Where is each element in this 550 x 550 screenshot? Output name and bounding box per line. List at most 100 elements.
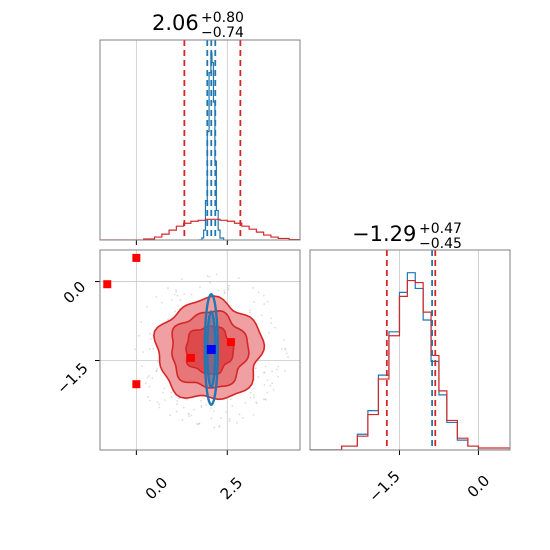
scatter-point-69 xyxy=(266,300,269,303)
scatter-point-184 xyxy=(197,423,200,426)
scatter-point-133 xyxy=(152,348,155,350)
scatter-point-141 xyxy=(167,287,169,289)
scatter-point-100 xyxy=(241,416,244,419)
scatter-point-11 xyxy=(249,309,251,312)
scatter-point-41 xyxy=(263,303,266,305)
scatter-point-162 xyxy=(271,370,273,373)
scatter-point-96 xyxy=(227,284,230,287)
scatter-point-143 xyxy=(275,368,278,371)
scatter-point-0 xyxy=(284,349,287,351)
scatter-point-201 xyxy=(149,399,151,402)
scatter-point-127 xyxy=(215,273,218,276)
scatter-point-241 xyxy=(223,291,226,294)
y-tick-label-bl-0: 0.0 xyxy=(60,278,90,308)
scatter-point-79 xyxy=(170,299,173,301)
scatter-point-172 xyxy=(267,331,270,334)
scatter-point-251 xyxy=(151,377,154,379)
scatter-point-29 xyxy=(174,310,176,313)
scatter-point-87 xyxy=(148,348,151,350)
scatter-point-34 xyxy=(170,391,173,394)
scatter-point-181 xyxy=(257,376,260,378)
red-square-point-0 xyxy=(103,280,112,289)
scatter-point-134 xyxy=(146,376,149,379)
title-bottom-right-main: −1.29 xyxy=(352,222,416,246)
panel-top-left: 2.06 +0.80 −0.74 xyxy=(99,10,301,245)
scatter-point-3 xyxy=(175,288,178,291)
scatter-point-179 xyxy=(225,411,227,413)
scatter-point-130 xyxy=(277,365,280,368)
scatter-point-246 xyxy=(187,415,190,418)
scatter-point-7 xyxy=(161,301,163,304)
scatter-point-122 xyxy=(156,367,159,370)
scatter-point-117 xyxy=(252,286,255,289)
x-tick-label-br-0: −1.5 xyxy=(365,467,403,505)
scatter-point-173 xyxy=(217,289,220,292)
blue-contour-level-0 xyxy=(203,293,220,406)
scatter-point-221 xyxy=(210,417,213,420)
scatter-point-47 xyxy=(257,291,260,294)
histogram-red-bottom-right-1 xyxy=(310,279,510,450)
scatter-point-63 xyxy=(148,375,150,377)
scatter-point-114 xyxy=(167,318,170,321)
scatter-point-213 xyxy=(280,348,283,351)
scatter-point-116 xyxy=(236,421,238,424)
x-tick-label-bl-1: 2.5 xyxy=(217,474,247,504)
scatter-point-104 xyxy=(195,422,198,425)
scatter-point-160 xyxy=(181,419,184,421)
scatter-point-119 xyxy=(223,289,226,292)
scatter-point-4 xyxy=(210,407,212,410)
scatter-point-14 xyxy=(272,388,275,391)
scatter-point-167 xyxy=(175,290,178,293)
scatter-point-73 xyxy=(285,352,288,355)
scatter-point-187 xyxy=(262,294,265,297)
scatter-point-205 xyxy=(270,322,273,325)
scatter-point-199 xyxy=(200,404,203,407)
marks-bottom-left xyxy=(103,253,289,429)
scatter-point-9 xyxy=(186,398,189,401)
scatter-point-66 xyxy=(274,326,277,329)
title-top-left-main: 2.06 xyxy=(152,11,199,35)
blue-square-point xyxy=(206,344,216,354)
scatter-point-228 xyxy=(238,413,241,416)
scatter-point-148 xyxy=(156,360,159,363)
grid-top-left xyxy=(135,40,228,240)
scatter-point-129 xyxy=(140,320,143,323)
scatter-point-78 xyxy=(253,387,256,390)
scatter-point-49 xyxy=(265,398,267,401)
scatter-point-30 xyxy=(179,299,182,301)
scatter-point-57 xyxy=(155,295,158,298)
ticks-top-left xyxy=(135,240,228,245)
x-tick-labels-bottom-left: 0.0 2.5 xyxy=(142,474,247,504)
scatter-point-175 xyxy=(162,391,164,394)
scatter-point-33 xyxy=(249,396,252,399)
scatter-point-198 xyxy=(138,334,140,337)
marks-top-left xyxy=(100,40,300,240)
title-top-left-sup: +0.80 xyxy=(201,10,244,26)
scatter-point-72 xyxy=(262,398,265,400)
ticks-bottom-left xyxy=(95,281,228,455)
scatter-point-146 xyxy=(269,384,272,387)
scatter-point-155 xyxy=(173,293,176,296)
red-square-point-2 xyxy=(132,380,141,389)
scatter-point-238 xyxy=(144,382,147,385)
x-tick-labels-bottom-right: −1.5 0.0 xyxy=(365,467,493,505)
frame-bottom-right xyxy=(309,249,511,451)
title-top-left: 2.06 +0.80 −0.74 xyxy=(152,10,244,41)
scatter-point-10 xyxy=(271,382,274,385)
title-bottom-right-sup: +0.47 xyxy=(419,221,462,237)
scatter-point-139 xyxy=(283,369,286,372)
scatter-point-157 xyxy=(181,278,183,281)
scatter-point-243 xyxy=(141,365,144,368)
scatter-point-60 xyxy=(158,406,161,409)
histogram-blue-bottom-right-0 xyxy=(310,272,510,450)
marks-bottom-right xyxy=(310,250,510,450)
scatter-point-26 xyxy=(169,414,171,417)
scatter-point-137 xyxy=(252,413,255,416)
scatter-point-95 xyxy=(190,293,193,296)
scatter-point-113 xyxy=(175,410,178,413)
scatter-point-131 xyxy=(176,399,179,402)
scatter-point-233 xyxy=(244,402,247,404)
scatter-point-70 xyxy=(253,301,255,303)
panel-bottom-right: −1.29 +0.47 −0.45 −1.5 0.0 xyxy=(309,221,511,506)
